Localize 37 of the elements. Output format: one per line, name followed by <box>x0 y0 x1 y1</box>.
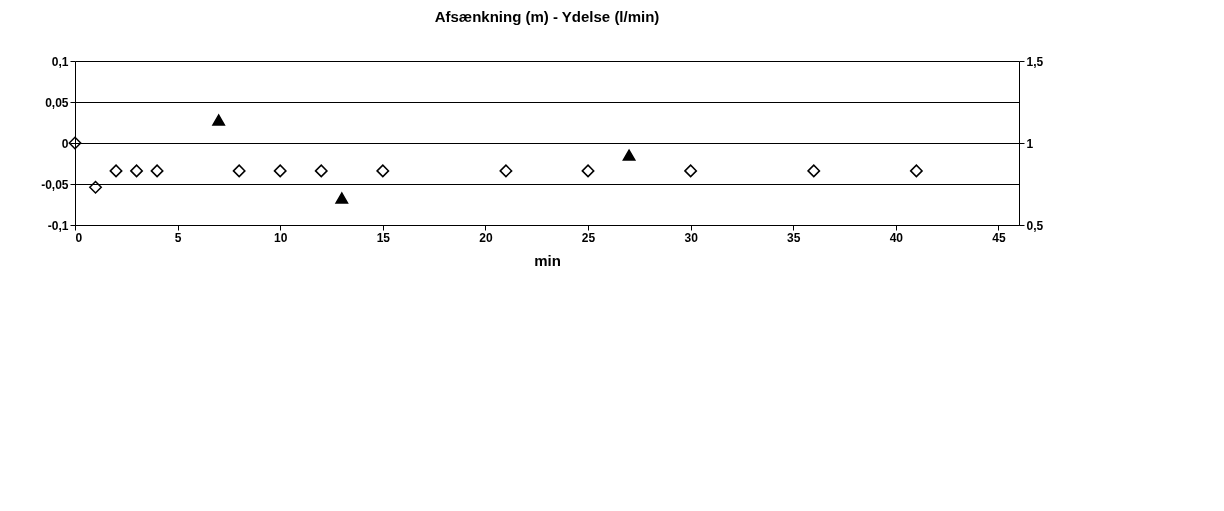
x-axis-title: min <box>534 251 561 269</box>
point <box>335 192 349 204</box>
point <box>150 164 164 178</box>
point <box>68 136 82 150</box>
point <box>273 164 287 178</box>
x-tick-label: 5 <box>174 230 182 245</box>
x-tick-label: 40 <box>889 230 904 245</box>
x-tick-label: 10 <box>274 230 288 245</box>
y2-tick-label: 0,5 <box>1026 218 1044 233</box>
y2-tick-label: 1 <box>1026 136 1034 151</box>
y2-tick-label: 1,5 <box>1026 54 1044 69</box>
x-tick-label: 30 <box>684 230 699 245</box>
point <box>909 164 923 178</box>
point <box>232 164 246 178</box>
point <box>212 114 226 126</box>
y-tick-label: 0,05 <box>45 95 69 110</box>
x-tick-label: 15 <box>376 230 391 245</box>
point <box>376 164 390 178</box>
y-tick-label: -0,1 <box>47 218 69 233</box>
point <box>130 164 144 178</box>
point <box>499 164 513 178</box>
point <box>684 164 698 178</box>
point <box>89 180 102 194</box>
point <box>622 149 636 161</box>
point <box>581 164 595 178</box>
point <box>109 164 123 178</box>
x-tick-label: 0 <box>75 230 83 245</box>
y-tick-label: 0 <box>61 136 69 151</box>
y-tick-label: 0,1 <box>51 54 69 69</box>
point <box>807 164 821 178</box>
x-tick-label: 25 <box>581 230 596 245</box>
chart-title: Afsænkning (m) - Ydelse (l/min) <box>434 8 660 25</box>
x-tick-label: 20 <box>479 230 493 245</box>
point <box>314 164 328 178</box>
x-tick-label: 45 <box>992 230 1006 245</box>
x-tick-label: 35 <box>787 230 801 245</box>
y-tick-label: -0,05 <box>41 177 69 192</box>
